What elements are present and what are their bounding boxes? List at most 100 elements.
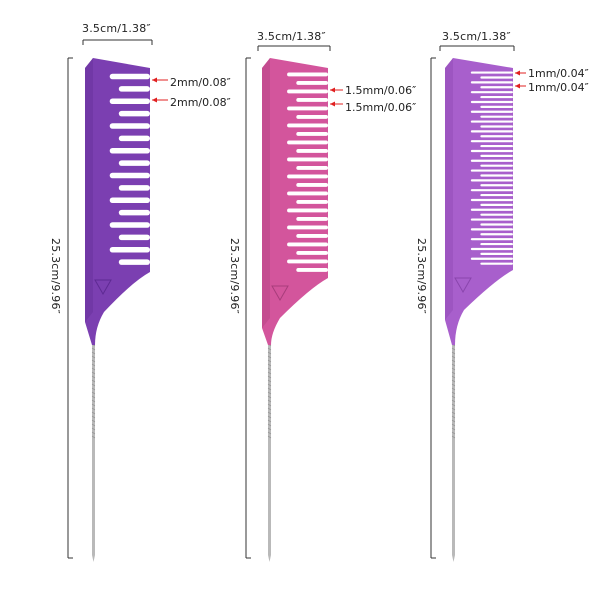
comb-2-tooth-gap <box>296 251 328 255</box>
comb-3-tooth-gap <box>480 76 513 79</box>
comb-3-tooth-gap <box>470 140 513 143</box>
comb-3-spine-shade <box>445 58 453 320</box>
comb-1-tooth-gap <box>109 222 150 228</box>
comb-2-tooth-gap <box>287 140 328 145</box>
comb-2-tail-grip <box>267 351 272 355</box>
comb-1-tooth-gap <box>118 185 150 191</box>
comb-3-tail-grip <box>451 431 456 435</box>
comb-3-tail-grip <box>451 367 456 371</box>
comb-3-tooth-gap <box>470 120 513 123</box>
comb-2-tooth-gap <box>296 149 328 153</box>
comb-3-width-label: 3.5cm/1.38″ <box>442 30 511 43</box>
comb-3-tooth-gap <box>470 238 513 241</box>
comb-1-tail-grip <box>91 419 96 423</box>
comb-2-tooth-gap <box>296 81 328 85</box>
comb-1-tail-grip <box>91 427 96 431</box>
comb-2-tail-grip <box>267 387 272 391</box>
comb-2-length-label: 25.3cm/9.96″ <box>228 238 241 314</box>
comb-2-tail-grip <box>267 431 272 435</box>
comb-3-tail-grip <box>451 419 456 423</box>
comb-2-tail-grip <box>267 419 272 423</box>
comb-2-tooth-gap <box>287 123 328 128</box>
comb-3-tooth-gap <box>470 100 513 104</box>
comb-3-tail-grip <box>451 423 456 427</box>
comb-3-tail-grip <box>451 355 456 359</box>
comb-3-tail-grip <box>451 407 456 411</box>
comb-2-tooth-gap <box>296 268 328 272</box>
comb-1-tooth-gap <box>118 110 150 117</box>
comb-3-tooth-gap-label-1: 1mm/0.04″ <box>528 67 589 80</box>
comb-3-tooth-gap <box>470 110 513 113</box>
comb-2-tooth-gap <box>287 157 328 162</box>
comb-3-tooth-gap <box>480 233 513 236</box>
comb-2-tooth-gap <box>287 174 328 179</box>
comb-2-tail-grip <box>267 399 272 403</box>
comb-2-tail-grip <box>267 423 272 427</box>
comb-1-tooth-gap <box>109 123 150 129</box>
comb-2-tail-grip <box>267 375 272 379</box>
comb-2-tooth-gap <box>287 225 328 230</box>
comb-2-spine-shade <box>262 58 270 328</box>
comb-2-tooth-gap <box>296 115 328 119</box>
comb-1-tail-grip <box>91 375 96 379</box>
comb-2-tooth-gap <box>287 259 328 264</box>
comb-2-tail-grip <box>267 383 272 387</box>
comb-2-tooth-gap <box>296 217 328 221</box>
comb-1-metal-tail <box>92 330 95 555</box>
comb-3-tooth-gap <box>470 149 513 153</box>
comb-1-tail-grip <box>91 423 96 427</box>
comb-3-tooth-gap <box>470 159 513 162</box>
comb-1-tail-grip <box>91 391 96 395</box>
comb-2-tail-grip <box>267 371 272 375</box>
comb-2-tail-grip <box>267 415 272 419</box>
comb-1-metal-tail-tip <box>92 555 95 562</box>
comb-1-emblem <box>94 279 112 296</box>
comb-1-tail-grip <box>91 407 96 411</box>
comb-3-tail-grip <box>451 403 456 407</box>
comb-2-tooth-gap <box>287 191 328 196</box>
comb-2-tail-grip <box>267 359 272 363</box>
comb-3-tooth-gap <box>480 125 513 128</box>
comb-3-tail-grip <box>451 375 456 379</box>
comb-3-tooth-gap <box>480 115 513 118</box>
comb-1-tooth-gap <box>118 234 150 241</box>
comb-3-tooth-gap <box>480 193 513 197</box>
comb-1-tail-grip <box>91 379 96 383</box>
comb-3-emblem <box>454 277 472 294</box>
comb-3-tooth-gap <box>480 164 513 167</box>
comb-3-tail-grip <box>451 383 456 387</box>
comb-1-gap-marker-arrow-2 <box>152 97 157 103</box>
comb-3-body <box>445 58 513 345</box>
comb-2-tail-grip <box>267 367 272 371</box>
comb-3-tail-grip <box>451 399 456 403</box>
comb-3-tail-grip <box>451 363 456 367</box>
comb-1-tail-grip <box>91 367 96 371</box>
comb-2-tooth-gap <box>296 234 328 238</box>
comb-1-tooth-gap <box>109 73 150 80</box>
comb-2-tail-grip <box>267 379 272 383</box>
comb-1-tooth-gap <box>109 246 150 253</box>
comb-3-tooth-gap <box>480 262 513 265</box>
comb-1-tooth-gap <box>109 197 150 204</box>
comb-3-tail-grip <box>451 395 456 399</box>
comb-2-tail-grip <box>267 395 272 399</box>
comb-2-tooth-gap <box>296 166 328 170</box>
comb-2-tooth-gap <box>287 72 328 77</box>
comb-3-tooth-gap <box>470 130 513 133</box>
comb-3-tooth-gap <box>470 247 513 251</box>
comb-1-tail-grip <box>91 431 96 435</box>
comb-1-tail-grip <box>91 395 96 399</box>
comb-3-tooth-gap <box>480 184 513 187</box>
comb-3-tooth-gap <box>470 179 513 182</box>
comb-3-tail-grip <box>451 411 456 415</box>
comb-2-tooth-gap-label-2: 1.5mm/0.06″ <box>345 101 417 114</box>
comb-3-tooth-gap <box>480 213 513 216</box>
comb-3-tooth-gap <box>470 71 513 74</box>
comb-2-tooth-gap <box>287 106 328 111</box>
comb-3-gap-marker-arrow-1 <box>515 70 520 76</box>
comb-3-tooth-gap <box>470 189 513 192</box>
comb-1-tail-grip <box>91 383 96 387</box>
comb-3-tail-grip <box>451 387 456 391</box>
comb-1-tooth-gap <box>109 172 150 179</box>
